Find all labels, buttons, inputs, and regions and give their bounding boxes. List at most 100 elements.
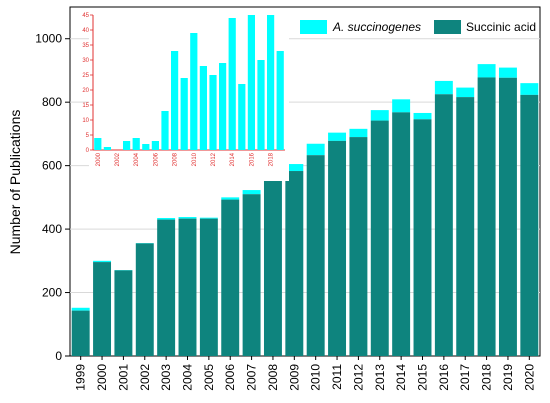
x-tick-label: 2002 <box>138 364 152 391</box>
inset-bar <box>94 138 102 150</box>
inset-bar <box>151 141 159 150</box>
bar-a-succinogenes <box>328 132 347 141</box>
legend: A. succinogenes Succinic acid <box>300 20 536 34</box>
bar-succinic-acid <box>114 270 133 356</box>
x-tick-label: 2011 <box>330 364 344 390</box>
bar-a-succinogenes <box>221 197 240 200</box>
y-tick-label: 400 <box>42 222 62 236</box>
bar-a-succinogenes <box>477 64 496 78</box>
bar-succinic-acid <box>434 94 453 356</box>
x-tick-label: 1999 <box>74 364 88 391</box>
inset-bar <box>142 144 150 150</box>
inset-bar <box>247 15 255 150</box>
bar-succinic-acid <box>157 219 176 356</box>
x-tick-label: 2005 <box>202 364 216 391</box>
bar-succinic-acid <box>328 140 347 356</box>
x-tick-label: 2004 <box>181 364 195 391</box>
x-tick-label: 2009 <box>287 364 301 391</box>
inset-y-tick-label: 10 <box>82 118 89 124</box>
inset-bar <box>103 147 111 150</box>
bar-succinic-acid <box>135 243 154 356</box>
bar-succinic-acid <box>477 77 496 357</box>
inset-background <box>89 11 289 181</box>
legend-label-a-succinogenes: A. succinogenes <box>332 20 421 34</box>
x-tick-label: 2020 <box>522 364 536 391</box>
main-bars <box>71 64 539 357</box>
inset-y-tick-label: 35 <box>82 43 89 49</box>
x-tick-label: 2012 <box>351 364 365 391</box>
x-tick-label: 2001 <box>116 364 130 391</box>
inset-bar <box>190 33 198 150</box>
inset-bar <box>257 60 265 150</box>
bar-succinic-acid <box>221 199 240 356</box>
bar-succinic-acid <box>71 310 90 356</box>
inset-x-tick-label: 2016 <box>249 152 255 166</box>
legend-swatch-a-succinogenes <box>300 20 327 34</box>
x-tick-label: 2018 <box>480 364 494 391</box>
y-tick-label: 600 <box>42 159 62 173</box>
inset-bar <box>180 78 188 150</box>
y-tick-label: 0 <box>55 349 62 363</box>
inset-y-tick-label: 0 <box>86 148 90 154</box>
inset-y-tick-label: 15 <box>82 103 89 109</box>
bar-succinic-acid <box>392 112 411 356</box>
inset-y-tick-label: 45 <box>82 13 89 19</box>
x-tick-label: 2015 <box>416 364 430 391</box>
bar-a-succinogenes <box>178 217 197 219</box>
inset-x-tick-label: 2006 <box>153 152 159 166</box>
bar-succinic-acid <box>93 262 112 356</box>
bar-a-succinogenes <box>392 99 411 113</box>
x-tick-label: 2007 <box>245 364 259 391</box>
x-tick-label: 2017 <box>458 364 472 391</box>
x-tick-label: 2013 <box>373 364 387 391</box>
bar-a-succinogenes <box>93 260 112 263</box>
x-tick-label: 2014 <box>394 364 408 391</box>
bar-succinic-acid <box>349 137 368 356</box>
inset-bar <box>123 141 131 150</box>
y-tick-label: 800 <box>42 95 62 109</box>
inset-y-tick-label: 40 <box>82 28 89 34</box>
inset-x-tick-label: 2018 <box>269 152 275 166</box>
bar-a-succinogenes <box>306 143 325 156</box>
inset-y-tick-label: 20 <box>82 88 89 94</box>
inset-y-tick-label: 5 <box>86 133 90 139</box>
x-tick-label: 2010 <box>309 364 323 391</box>
inset-x-tick-label: 2014 <box>230 152 236 166</box>
inset-bar <box>267 15 275 150</box>
y-tick-label: 1000 <box>35 32 62 46</box>
inset-bar <box>132 138 140 150</box>
bar-a-succinogenes <box>285 164 304 172</box>
y-axis: 0 200 400 600 800 1000 <box>35 32 70 363</box>
inset-y-tick-label: 30 <box>82 58 89 64</box>
inset-chart: 0 5 10 15 20 25 30 35 40 45 2000 2002 2004 2006 2008 20… <box>82 11 289 181</box>
x-tick-label: 2008 <box>266 364 280 391</box>
bar-a-succinogenes <box>498 67 517 78</box>
x-axis: 1999 2000 2001 2002 2003 2004 2005 2006 2007 2008… <box>74 356 536 391</box>
inset-bar <box>199 66 207 150</box>
inset-x-tick-label: 2000 <box>96 152 102 166</box>
bar-succinic-acid <box>199 218 218 356</box>
inset-x-tick-label: 2002 <box>115 152 121 166</box>
bar-succinic-acid <box>263 167 282 356</box>
inset-bar <box>209 75 217 150</box>
bar-succinic-acid <box>370 120 389 356</box>
bar-succinic-acid <box>520 94 539 356</box>
bar-succinic-acid <box>178 218 197 356</box>
inset-y-tick-label: 25 <box>82 73 89 79</box>
y-axis-title: Number of Publications <box>7 110 23 255</box>
bar-a-succinogenes <box>520 83 539 95</box>
inset-x-tick-label: 2008 <box>173 152 179 166</box>
bar-a-succinogenes <box>349 128 368 138</box>
y-tick-label: 200 <box>42 286 62 300</box>
bar-succinic-acid <box>456 97 475 356</box>
bar-a-succinogenes <box>71 307 90 311</box>
bar-a-succinogenes <box>157 217 176 220</box>
x-tick-label: 2000 <box>95 364 109 391</box>
inset-bar <box>171 51 179 150</box>
bar-a-succinogenes <box>370 110 389 121</box>
inset-bar <box>238 84 246 150</box>
bar-succinic-acid <box>498 77 517 356</box>
bar-a-succinogenes <box>413 112 432 120</box>
inset-bar <box>228 18 236 150</box>
